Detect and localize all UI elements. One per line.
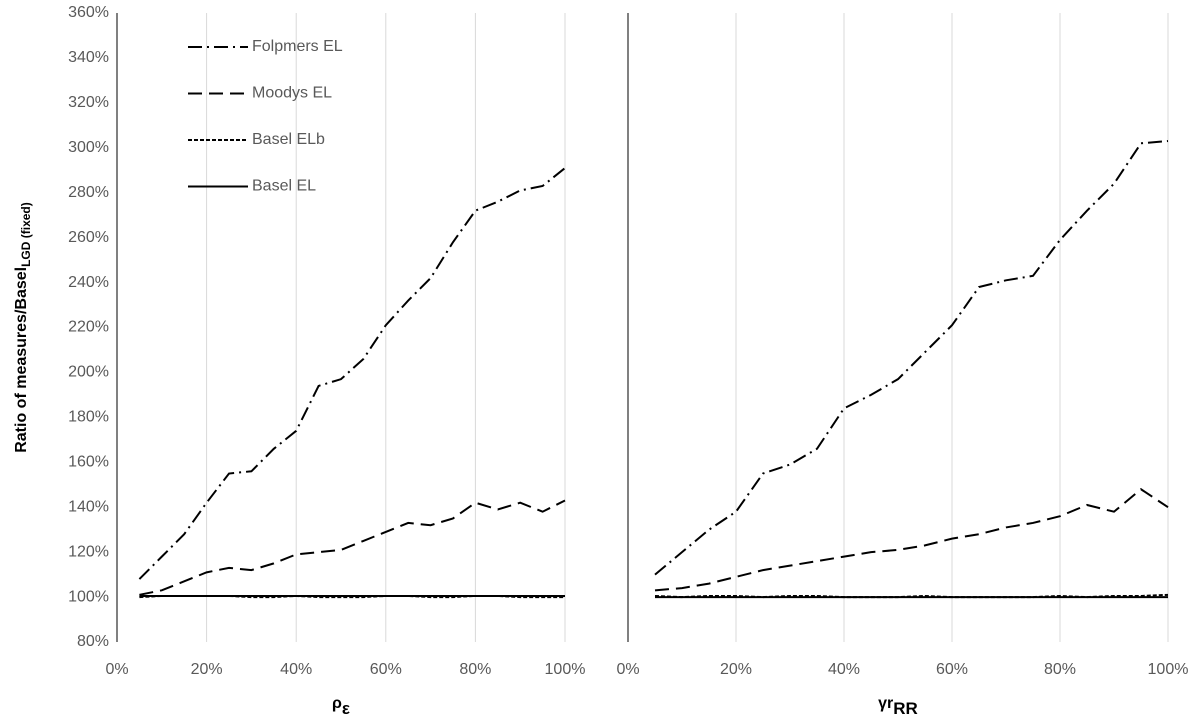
y-tick-label: 300% (68, 139, 109, 156)
x-tick-label: 100% (1148, 661, 1189, 678)
series-line (654, 140, 1169, 576)
x-tick-label: 40% (280, 661, 312, 678)
x-axis-title-main: ρ (332, 695, 342, 712)
x-tick-label: 80% (1044, 661, 1076, 678)
y-tick-label: 260% (68, 229, 109, 246)
x-tick-label: 0% (616, 661, 639, 678)
y-axis-title-main: Ratio of measures/Basel (13, 267, 30, 453)
y-tick-label: 340% (68, 49, 109, 66)
series-line (139, 499, 566, 596)
y-tick-label: 320% (68, 94, 109, 111)
x-tick-label: 20% (720, 661, 752, 678)
legend-label: Moodys EL (252, 85, 332, 102)
x-axis-title-sub: RR (893, 699, 918, 718)
y-tick-label: 240% (68, 274, 109, 291)
x-tick-label: 100% (545, 661, 586, 678)
y-tick-label: 180% (68, 409, 109, 426)
x-axis-title: γrRR (878, 695, 918, 718)
x-tick-label: 60% (370, 661, 402, 678)
y-tick-label: 220% (68, 319, 109, 336)
y-tick-label: 160% (68, 454, 109, 471)
y-tick-label: 140% (68, 498, 109, 515)
y-axis-title: Ratio of measures/BaselLGD (fixed) (13, 202, 33, 453)
x-tick-label: 20% (191, 661, 223, 678)
y-axis-title-sub: LGD (fixed) (19, 202, 33, 267)
y-tick-label: 120% (68, 543, 109, 560)
legend-label: Basel ELb (252, 131, 325, 148)
x-axis-title: ρε (332, 695, 350, 718)
y-tick-label: 360% (68, 4, 109, 21)
x-tick-label: 80% (459, 661, 491, 678)
x-tick-label: 40% (828, 661, 860, 678)
legend-label: Folpmers EL (252, 38, 343, 55)
x-tick-label: 0% (105, 661, 128, 678)
y-tick-label: 80% (77, 633, 109, 650)
y-tick-label: 280% (68, 184, 109, 201)
legend-label: Basel EL (252, 178, 316, 195)
y-tick-label: 100% (68, 588, 109, 605)
y-tick-label: 200% (68, 364, 109, 381)
x-axis-title-main: γr (878, 695, 893, 712)
x-axis-title-sub: ε (342, 699, 350, 718)
x-tick-label: 60% (936, 661, 968, 678)
series-line (138, 167, 566, 580)
series-line (654, 487, 1169, 592)
